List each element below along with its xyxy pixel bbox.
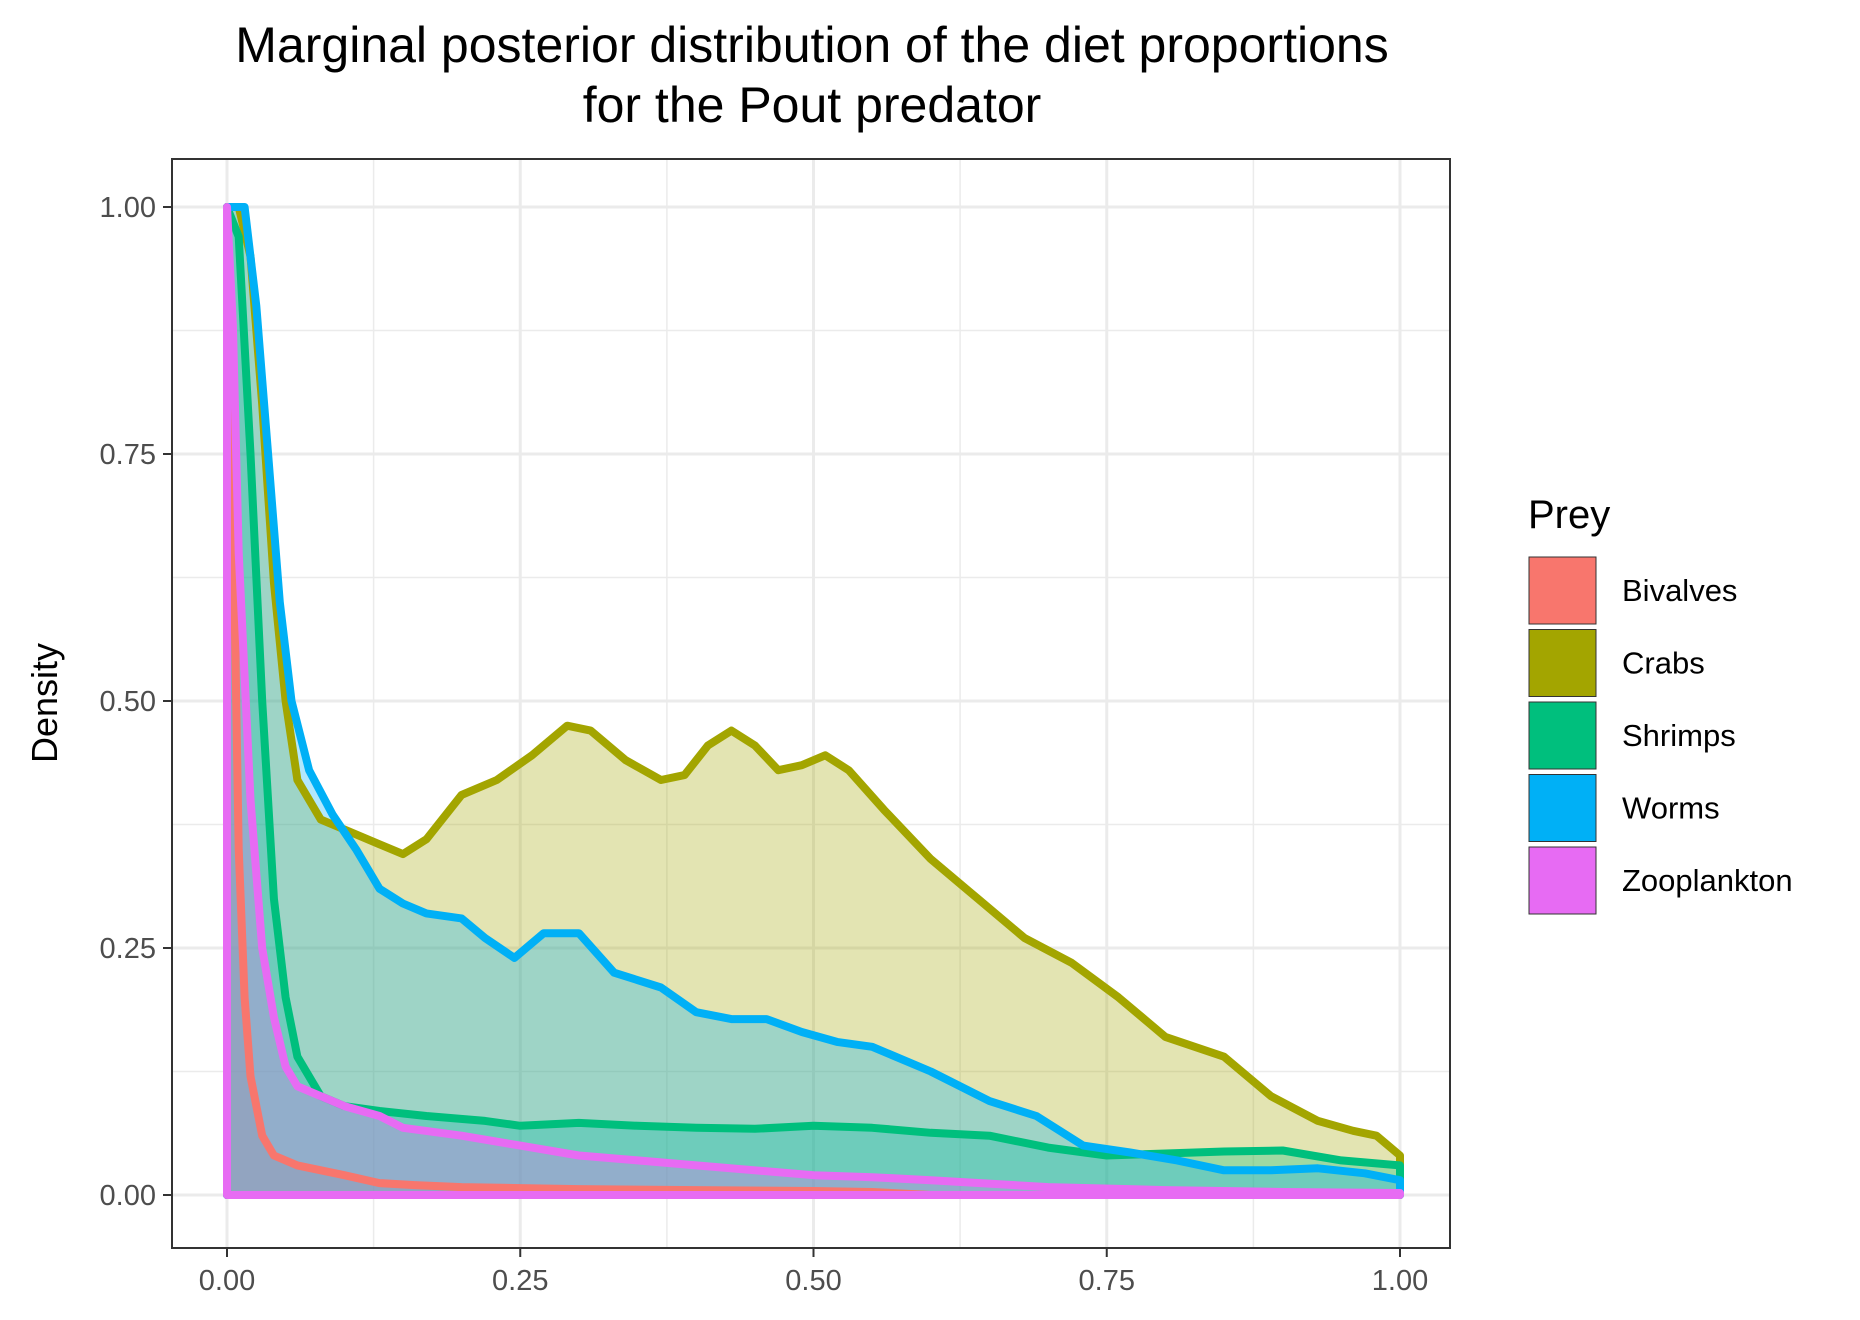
density-line-shrimps	[223, 203, 1404, 1199]
legend-swatch	[1528, 846, 1597, 915]
legend-label: Crabs	[1622, 646, 1705, 681]
legend-label: Bivalves	[1622, 573, 1737, 608]
y-tick-label: 1.00	[100, 192, 156, 224]
y-axis-ticks: 0.00 0.25 0.50 0.75 1.00	[100, 192, 172, 1212]
legend-swatch	[1528, 701, 1597, 770]
density-line-worms	[223, 203, 1404, 1199]
legend-label: Worms	[1622, 791, 1720, 826]
legend-label: Zooplankton	[1622, 863, 1793, 898]
density-line-bivalves	[223, 203, 935, 1199]
density-area-worms	[227, 207, 1400, 1195]
x-tick-label: 0.75	[1079, 1265, 1135, 1297]
legend-label: Shrimps	[1622, 718, 1736, 753]
x-tick-label: 0.25	[492, 1265, 548, 1297]
y-tick-label: 0.50	[100, 686, 156, 718]
legend-swatch	[1528, 774, 1597, 842]
y-tick-label: 0.00	[100, 1180, 156, 1212]
x-axis-ticks: 0.00 0.25 0.50 0.75 1.00	[199, 1248, 1428, 1297]
legend-item-crabs: Crabs	[1528, 628, 1705, 698]
x-tick-label: 0.00	[199, 1265, 255, 1297]
x-tick-label: 1.00	[1372, 1265, 1428, 1297]
y-tick-label: 0.25	[100, 933, 156, 965]
legend-item-shrimps: Shrimps	[1528, 701, 1736, 770]
legend-item-worms: Worms	[1528, 773, 1720, 843]
legend-title: Prey	[1528, 493, 1610, 537]
density-line-crabs	[223, 203, 1404, 1199]
x-tick-label: 0.50	[785, 1265, 841, 1297]
chart-title-line-2: for the Pout predator	[583, 77, 1042, 133]
plot-panel-border	[171, 158, 1451, 1249]
legend-swatch	[1528, 556, 1597, 625]
y-tick-label: 0.75	[100, 439, 156, 471]
y-axis-title: Density	[24, 643, 65, 763]
legend-item-zooplankton: Zooplankton	[1528, 846, 1793, 915]
legend-swatch	[1528, 629, 1597, 697]
legend: Prey Bivalves Crabs Shrimps Worms Zooplankto…	[1528, 493, 1793, 915]
legend-item-bivalves: Bivalves	[1528, 556, 1737, 625]
density-line-zooplankton	[223, 203, 1404, 1199]
chart-title-line-1: Marginal posterior distribution of the d…	[235, 17, 1388, 73]
density-lines	[223, 203, 1404, 1199]
